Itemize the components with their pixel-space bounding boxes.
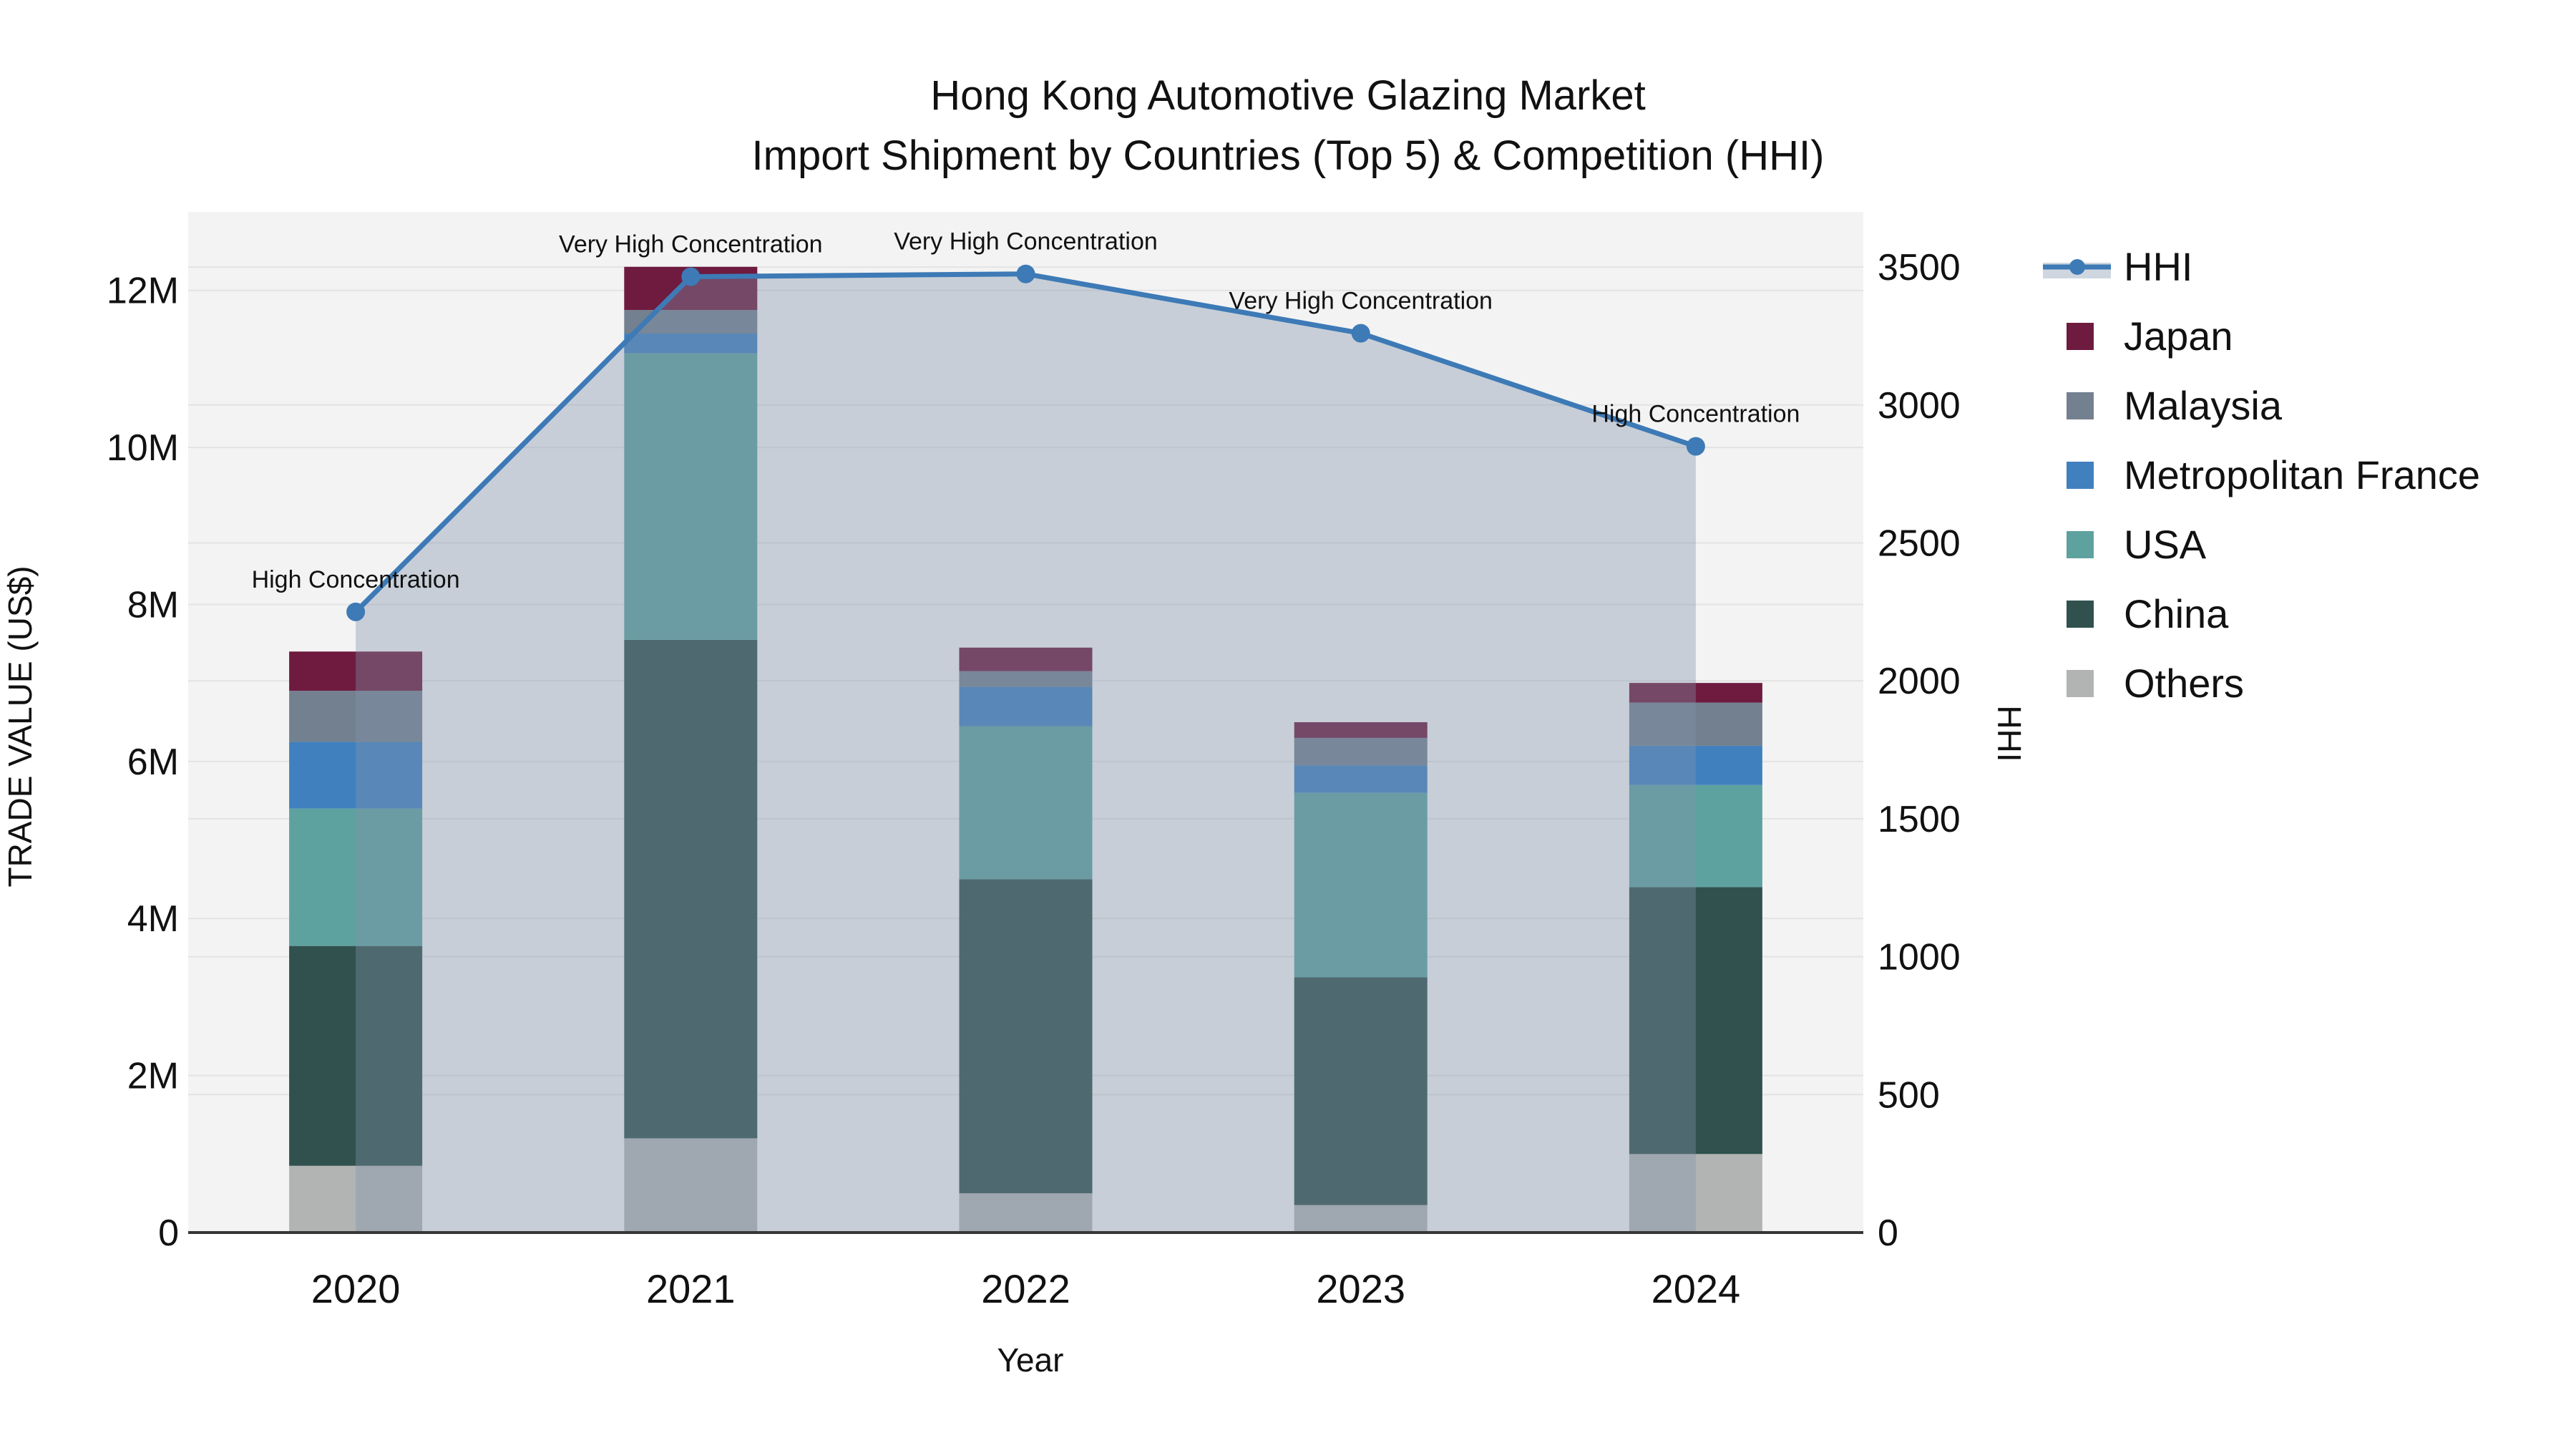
y-left-axis-title: TRADE VALUE (US$) [1,565,39,887]
legend-label-usa: USA [2124,522,2207,567]
bar-segment-others-2023 [1294,1205,1428,1233]
y-left-tick-12M: 12M [107,271,179,312]
legend: HHI Japan Malaysia Metropolitan France USA Ch… [2043,244,2480,706]
legend-swatch-usa [2067,531,2094,558]
chart-title-line1: Hong Kong Automotive Glazing Market [930,72,1645,119]
legend-swatch-metropolitan-france [2067,462,2094,489]
hhi-point-2024 [1686,437,1705,456]
bar-segment-china-2021 [624,639,758,1139]
annotation-2023: Very High Concentration [1229,288,1493,315]
bar-segment-japan-2023 [1294,722,1428,738]
y-right-tick-2500: 2500 [1878,523,1961,564]
annotations: High Concentration Very High Concentratio… [252,228,1800,593]
x-axis-title: Year [997,1341,1064,1379]
annotation-2020: High Concentration [252,566,460,593]
y-right-tick-3500: 3500 [1878,247,1961,288]
y-right-tick-0: 0 [1878,1213,1898,1254]
x-tick-2022: 2022 [981,1266,1070,1311]
legend-label-metropolitan-france: Metropolitan France [2124,452,2480,497]
legend-item-hhi[interactable]: HHI [2043,244,2192,289]
legend-label-others: Others [2124,661,2244,706]
bar-segment-metropolitan-france-2020 [289,742,423,809]
bar-segment-others-2024 [1629,1154,1762,1233]
hhi-point-2023 [1351,324,1370,343]
legend-hhi-marker-icon [2069,259,2085,275]
stacked-bars [289,266,1762,1233]
y-right-tick-2000: 2000 [1878,661,1961,702]
y-right-tick-1500: 1500 [1878,799,1961,840]
legend-swatch-japan [2067,323,2094,350]
y-left-tick-2M: 2M [127,1056,179,1097]
bar-segment-china-2020 [289,946,423,1166]
bar-segment-others-2020 [289,1165,423,1233]
bar-segment-japan-2022 [959,647,1093,671]
hhi-line [346,264,1705,621]
annotation-2022: Very High Concentration [894,228,1158,256]
bar-segment-malaysia-2020 [289,691,423,742]
bar-segment-usa-2024 [1629,784,1762,888]
legend-swatch-malaysia [2067,392,2094,419]
legend-item-japan[interactable]: Japan [2067,314,2233,359]
bar-segment-china-2024 [1629,887,1762,1155]
bar-segment-usa-2020 [289,808,423,946]
x-tick-2024: 2024 [1652,1266,1741,1311]
legend-label-hhi: HHI [2124,244,2192,289]
x-tick-2021: 2021 [646,1266,736,1311]
bar-segment-others-2021 [624,1138,758,1233]
tick-labels: 0 2M 4M 6M 8M 10M 12M 0 500 1000 1500 2000 2500 3000 3… [107,247,1961,1311]
hhi-area [356,273,1696,1233]
hhi-point-2022 [1016,264,1035,283]
legend-label-japan: Japan [2124,314,2233,359]
legend-swatch-others [2067,670,2094,697]
annotation-2021: Very High Concentration [559,231,823,258]
legend-item-usa[interactable]: USA [2067,522,2207,567]
y-left-tick-8M: 8M [127,584,179,626]
bar-segment-usa-2023 [1294,792,1428,978]
legend-item-china[interactable]: China [2067,591,2229,636]
hhi-area-fill [356,273,1696,1233]
bar-segment-metropolitan-france-2022 [959,686,1093,726]
bar-segment-metropolitan-france-2023 [1294,765,1428,793]
y-right-tick-1000: 1000 [1878,937,1961,978]
bar-segment-usa-2022 [959,726,1093,880]
y-left-tick-10M: 10M [107,427,179,469]
bar-segment-malaysia-2022 [959,671,1093,687]
legend-item-metropolitan-france[interactable]: Metropolitan France [2067,452,2480,497]
bar-segment-metropolitan-france-2024 [1629,745,1762,785]
hhi-point-2020 [346,602,366,621]
y-right-tick-3000: 3000 [1878,385,1961,427]
y-right-axis-title: HHI [1991,705,2028,762]
legend-swatch-china [2067,601,2094,628]
chart-title-line2: Import Shipment by Countries (Top 5) & C… [752,132,1825,179]
bar-segment-malaysia-2024 [1629,702,1762,746]
bar-segment-china-2023 [1294,977,1428,1205]
x-tick-2020: 2020 [311,1266,401,1311]
y-left-tick-4M: 4M [127,898,179,940]
bar-segment-japan-2024 [1629,683,1762,703]
annotation-2024: High Concentration [1591,401,1800,428]
bar-segment-usa-2021 [624,353,758,640]
bar-segment-metropolitan-france-2021 [624,334,758,354]
bar-segment-others-2022 [959,1193,1093,1233]
y-right-tick-500: 500 [1878,1074,1940,1116]
legend-label-china: China [2124,591,2229,636]
bar-segment-china-2022 [959,879,1093,1194]
legend-item-others[interactable]: Others [2067,661,2244,706]
y-left-tick-0: 0 [158,1213,179,1254]
bar-segment-japan-2020 [289,651,423,691]
hhi-point-2021 [681,267,701,286]
y-left-tick-6M: 6M [127,742,179,783]
legend-label-malaysia: Malaysia [2124,383,2283,428]
x-tick-2023: 2023 [1316,1266,1405,1311]
legend-item-malaysia[interactable]: Malaysia [2067,383,2283,428]
bar-segment-malaysia-2023 [1294,737,1428,766]
